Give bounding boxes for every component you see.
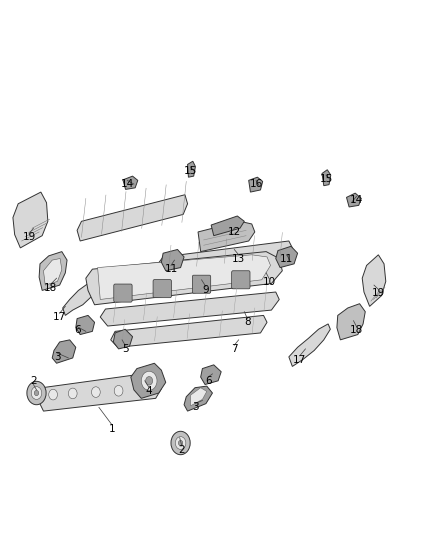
- Text: 3: 3: [54, 352, 61, 362]
- Polygon shape: [52, 340, 76, 364]
- Polygon shape: [187, 161, 195, 177]
- Polygon shape: [77, 195, 187, 241]
- Text: 6: 6: [205, 376, 212, 386]
- Polygon shape: [76, 316, 95, 335]
- Polygon shape: [198, 221, 255, 252]
- Text: 18: 18: [44, 283, 57, 293]
- Circle shape: [49, 389, 57, 400]
- Polygon shape: [322, 169, 331, 185]
- Polygon shape: [211, 216, 244, 236]
- Polygon shape: [13, 192, 48, 248]
- FancyBboxPatch shape: [153, 280, 171, 298]
- Circle shape: [34, 390, 39, 395]
- Circle shape: [141, 371, 157, 390]
- Polygon shape: [276, 246, 297, 268]
- Text: 2: 2: [30, 376, 37, 386]
- Text: 4: 4: [146, 386, 152, 397]
- Text: 17: 17: [53, 312, 66, 322]
- Text: 17: 17: [293, 354, 307, 365]
- Circle shape: [146, 376, 152, 385]
- Polygon shape: [337, 304, 365, 340]
- Text: 14: 14: [350, 195, 363, 205]
- Polygon shape: [184, 386, 212, 411]
- Polygon shape: [98, 255, 271, 300]
- Text: 11: 11: [280, 254, 293, 263]
- FancyBboxPatch shape: [114, 284, 132, 302]
- Text: 16: 16: [250, 179, 263, 189]
- Text: 19: 19: [22, 232, 36, 243]
- Polygon shape: [201, 365, 221, 384]
- Text: 11: 11: [164, 264, 177, 274]
- Polygon shape: [36, 374, 161, 411]
- Text: 8: 8: [244, 317, 251, 327]
- Circle shape: [178, 440, 183, 446]
- Text: 15: 15: [184, 166, 197, 176]
- Polygon shape: [100, 292, 279, 326]
- Circle shape: [68, 388, 77, 399]
- Circle shape: [27, 381, 46, 405]
- Text: 19: 19: [372, 288, 385, 298]
- Circle shape: [171, 431, 190, 455]
- Polygon shape: [191, 387, 207, 406]
- Circle shape: [31, 386, 42, 399]
- Text: 10: 10: [263, 278, 276, 287]
- Polygon shape: [39, 252, 67, 290]
- Text: 3: 3: [192, 402, 198, 413]
- Polygon shape: [111, 316, 267, 348]
- Polygon shape: [131, 364, 166, 398]
- Circle shape: [114, 385, 123, 396]
- Polygon shape: [289, 324, 330, 367]
- Text: 13: 13: [232, 254, 245, 263]
- Polygon shape: [158, 241, 292, 273]
- Text: 15: 15: [319, 174, 332, 184]
- Polygon shape: [86, 252, 283, 305]
- Polygon shape: [123, 176, 138, 189]
- Text: 2: 2: [179, 445, 185, 455]
- FancyBboxPatch shape: [232, 271, 250, 289]
- Text: 14: 14: [121, 179, 134, 189]
- Text: 1: 1: [109, 424, 115, 434]
- Polygon shape: [113, 329, 133, 349]
- Text: 5: 5: [122, 344, 128, 354]
- Polygon shape: [161, 249, 184, 271]
- Polygon shape: [63, 280, 99, 316]
- Polygon shape: [362, 255, 386, 306]
- FancyBboxPatch shape: [192, 275, 211, 293]
- Text: 9: 9: [203, 286, 209, 295]
- Circle shape: [175, 437, 186, 449]
- Circle shape: [92, 387, 100, 398]
- Polygon shape: [43, 259, 62, 285]
- Text: 6: 6: [74, 325, 81, 335]
- Polygon shape: [249, 177, 263, 192]
- Text: 12: 12: [228, 227, 241, 237]
- Text: 18: 18: [350, 325, 363, 335]
- Text: 7: 7: [231, 344, 237, 354]
- Polygon shape: [346, 193, 361, 207]
